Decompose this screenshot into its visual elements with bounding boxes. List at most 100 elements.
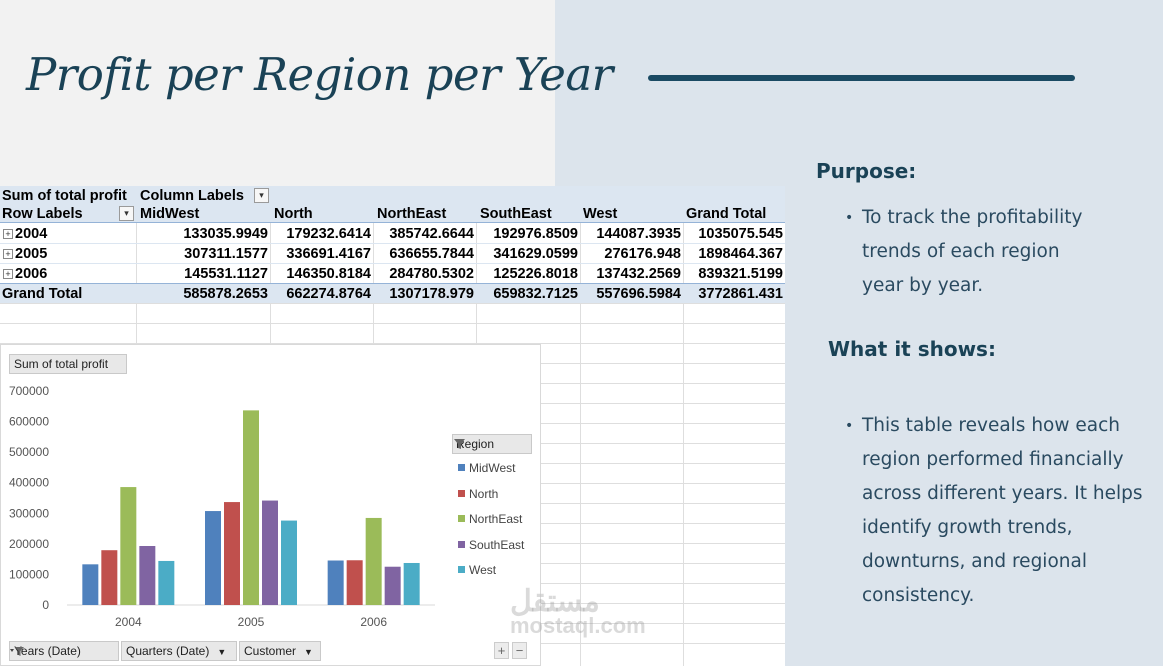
- column-header: NorthEast: [377, 206, 447, 222]
- bar: [365, 517, 382, 605]
- column-header: SouthEast: [480, 206, 552, 222]
- bullet-line: downturns, and regional: [862, 551, 1087, 572]
- column-header: MidWest: [140, 206, 200, 222]
- grid-line: [0, 343, 785, 344]
- pivot-chart[interactable]: 700000 600000 500000 400000 300000 200000 1000…: [0, 344, 541, 666]
- y-tick-label: 0: [42, 598, 49, 612]
- value-field-button[interactable]: Sum of total profit: [9, 354, 127, 374]
- value-cell: 385742.6644: [389, 226, 474, 242]
- shows-bullet: • This table reveals how each region per…: [845, 409, 1143, 613]
- column-header: West: [583, 206, 618, 222]
- bullet-line: To track the profitability: [862, 207, 1083, 228]
- field-button-label: Years (Date): [14, 644, 81, 658]
- quarters-field-button[interactable]: Quarters (Date) ▼: [121, 641, 237, 661]
- y-tick-label: 200000: [9, 537, 49, 551]
- row-label[interactable]: +2004: [0, 225, 47, 243]
- pivot-grand-total-row: Grand Total 585878.2653 662274.8764 1307…: [0, 283, 785, 303]
- value-cell: 1898464.367: [698, 246, 783, 262]
- legend-item: West: [458, 563, 496, 577]
- purpose-bullet: • To track the profitability trends of e…: [845, 201, 1083, 303]
- y-tick-label: 700000: [9, 384, 49, 398]
- total-cell: 662274.8764: [286, 286, 371, 302]
- value-cell: 146350.8184: [286, 266, 371, 282]
- purpose-heading: Purpose:: [816, 159, 917, 183]
- field-button-label: Quarters (Date): [126, 644, 210, 658]
- field-button-label: Customer: [244, 644, 297, 658]
- bar: [281, 520, 297, 605]
- column-filter-button[interactable]: ▾: [254, 188, 269, 203]
- value-cell: 307311.1577: [184, 246, 268, 262]
- chart-legend: Region MidWest North NorthEast SouthEast Wes…: [452, 434, 532, 577]
- bullet-line: region performed financially: [862, 449, 1124, 470]
- expand-icon[interactable]: +: [3, 249, 13, 259]
- x-tick-label: 2005: [238, 615, 265, 629]
- column-header: North: [274, 206, 313, 222]
- filter-icon: [10, 647, 24, 656]
- y-tick-label: 400000: [9, 476, 49, 490]
- legend-swatch: [458, 540, 465, 548]
- total-cell: 659832.7125: [493, 286, 578, 302]
- value-cell: 336691.4167: [286, 246, 371, 262]
- bullet-icon: •: [845, 210, 854, 226]
- legend-label: West: [469, 563, 497, 577]
- grid-line: [683, 186, 684, 666]
- legend-item: SouthEast: [458, 538, 524, 552]
- expand-field-button[interactable]: +: [494, 642, 509, 659]
- column-header: Grand Total: [686, 206, 767, 222]
- watermark-arabic: مستقل: [510, 585, 600, 618]
- bullet-line: This table reveals how each: [862, 415, 1120, 436]
- years-field-button[interactable]: Years (Date): [9, 641, 119, 661]
- x-tick-label: 2006: [360, 615, 387, 629]
- slide-title: Profit per Region per Year: [26, 48, 613, 101]
- bar: [139, 546, 156, 605]
- x-tick-label: 2004: [115, 615, 142, 629]
- bar: [120, 487, 137, 605]
- row-label[interactable]: +2005: [0, 245, 47, 263]
- legend-label: NorthEast: [469, 512, 523, 526]
- bar: [384, 566, 401, 605]
- bar-chart: 700000 600000 500000 400000 300000 200000 1000…: [9, 384, 435, 629]
- legend-swatch: [458, 464, 465, 471]
- row-label[interactable]: +2006: [0, 265, 47, 283]
- title-panel: Profit per Region per Year: [0, 0, 613, 186]
- expand-icon[interactable]: +: [3, 229, 13, 239]
- bar: [403, 562, 420, 605]
- bar: [346, 560, 363, 605]
- bar: [82, 564, 99, 605]
- pivot-row-2004: +2004 133035.9949 179232.6414 385742.664…: [0, 224, 785, 244]
- watermark-latin: mostaql.com: [510, 613, 646, 638]
- bullet-icon: •: [845, 418, 854, 434]
- collapse-field-button[interactable]: −: [512, 642, 527, 659]
- title-rule: [648, 75, 1075, 81]
- row-filter-button[interactable]: ▾: [119, 206, 134, 221]
- expand-icon[interactable]: +: [3, 269, 13, 279]
- bullet-line: year by year.: [862, 275, 984, 296]
- legend-item: North: [458, 487, 498, 501]
- bar: [101, 550, 118, 605]
- dropdown-arrow-icon: ▼: [304, 647, 313, 657]
- bullet-line: identify growth trends,: [862, 517, 1073, 538]
- legend-swatch: [458, 515, 465, 522]
- bar: [327, 560, 344, 605]
- value-cell: 636655.7844: [389, 246, 474, 262]
- grand-total-label: Grand Total: [2, 286, 83, 302]
- total-cell: 557696.5984: [596, 286, 681, 302]
- pivot-header-row: Sum of total profit Column Labels ▾: [0, 186, 785, 206]
- pivot-row-2005: +2005 307311.1577 336691.4167 636655.784…: [0, 244, 785, 264]
- y-tick-label: 500000: [9, 445, 49, 459]
- legend-filter-button[interactable]: Region: [452, 434, 532, 454]
- value-cell: 179232.6414: [286, 226, 371, 242]
- bar: [158, 560, 175, 605]
- value-cell: 839321.5199: [698, 266, 783, 282]
- legend-label: MidWest: [469, 461, 516, 475]
- value-cell: 192976.8509: [493, 226, 578, 242]
- grid-line: [0, 323, 785, 324]
- total-cell: 1307178.979: [389, 286, 474, 302]
- bar: [262, 500, 278, 605]
- bullet-line: trends of each region: [862, 241, 1060, 262]
- y-tick-label: 600000: [9, 415, 49, 429]
- pivot-row-2006: +2006 145531.1127 146350.8184 284780.530…: [0, 264, 785, 284]
- watermark: مستقل mostaql.com: [510, 585, 646, 638]
- bar: [243, 410, 259, 605]
- customer-field-button[interactable]: Customer ▼: [239, 641, 321, 661]
